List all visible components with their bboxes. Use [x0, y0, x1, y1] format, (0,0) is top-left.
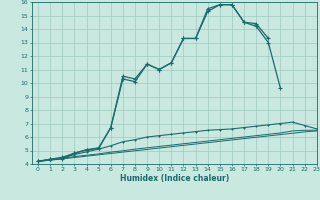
X-axis label: Humidex (Indice chaleur): Humidex (Indice chaleur): [120, 174, 229, 183]
